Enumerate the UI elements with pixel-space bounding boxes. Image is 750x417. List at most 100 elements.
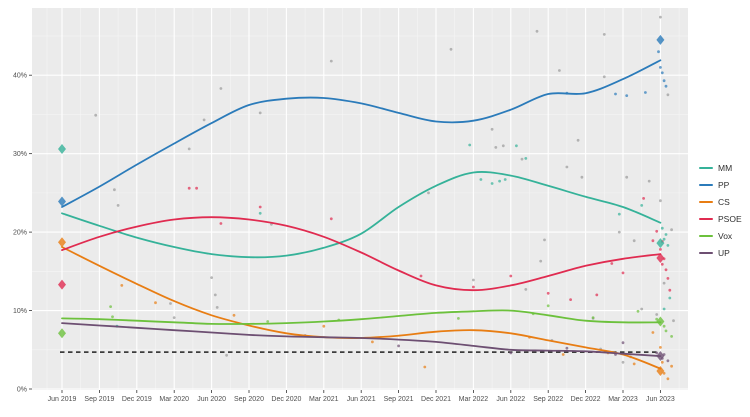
poll-dot-other [427, 191, 430, 195]
x-axis-label: Jun 2022 [496, 396, 525, 403]
poll-dot-MM [660, 226, 664, 230]
poll-dot-PSOE [610, 262, 614, 265]
poll-dot-PSOE [651, 239, 655, 243]
poll-dot-PSOE [419, 274, 423, 278]
legend-label: Vox [718, 230, 733, 241]
legend: MM PP CS PSOE Vox UP [699, 162, 742, 259]
poll-dot-CS [659, 346, 662, 349]
legend-swatch-icon [699, 217, 713, 221]
legend-label: MM [718, 162, 733, 173]
x-axis-label: Mar 2022 [459, 396, 489, 403]
legend-label: PSOE [718, 213, 742, 224]
poll-dot-other [501, 144, 505, 148]
x-axis-label: Mar 2020 [159, 396, 189, 403]
poll-dot-PSOE [660, 262, 664, 266]
poll-dot-CS [651, 331, 655, 334]
poll-dot-other [632, 239, 636, 243]
poll-dot-PP [659, 66, 662, 69]
poll-dot-other [662, 281, 666, 285]
trend-line-PSOE [61, 216, 662, 292]
x-axis-label: Sep 2021 [384, 396, 414, 403]
poll-dot-CS [670, 364, 673, 368]
poll-dot-PSOE [195, 186, 199, 190]
poll-dot-Vox [636, 309, 640, 313]
election-marker-Vox [656, 316, 665, 327]
poll-dot-UP [666, 359, 670, 363]
trend-line-UP [61, 322, 662, 357]
poll-dot-PSOE [642, 197, 645, 200]
poll-dot-other [640, 307, 644, 311]
axis-ticks [29, 74, 661, 393]
poll-dot-other [113, 188, 116, 192]
poll-dot-PSOE [668, 288, 672, 292]
legend-item-psoe: PSOE [699, 213, 742, 225]
poll-dot-PSOE [621, 271, 625, 275]
election-marker-CS [656, 365, 665, 376]
poll-dot-other [535, 29, 539, 33]
poll-dot-PSOE [659, 248, 662, 251]
election-marker-CS [58, 237, 66, 248]
y-axis-label: 30% [13, 151, 27, 158]
poll-dot-MM [664, 233, 668, 236]
poll-dot-UP [621, 341, 625, 345]
poll-dot-PSOE [666, 277, 670, 280]
y-axis-label: 20% [13, 230, 27, 237]
y-axis-label: 40% [13, 73, 27, 80]
y-axis-label: 10% [13, 308, 27, 315]
poll-dot-UP [565, 346, 569, 350]
trend-line-Vox [61, 309, 662, 325]
legend-item-vox: Vox [699, 230, 742, 242]
election-marker-MM [656, 238, 665, 249]
x-axis-label: Sep 2022 [533, 396, 563, 403]
x-axis-label: Jun 2020 [197, 396, 226, 403]
x-axis-label: Dec 2019 [122, 396, 152, 403]
poll-dot-CS [154, 301, 157, 305]
poll-dot-PSOE [187, 186, 191, 190]
poll-dot-Vox [670, 335, 673, 338]
poll-dot-CS [660, 360, 664, 364]
election-marker-Vox [58, 328, 66, 339]
x-axis-label: Jun 2023 [646, 396, 675, 403]
election-marker-MM [58, 143, 66, 154]
legend-item-cs: CS [699, 196, 742, 208]
poll-dot-CS [120, 284, 124, 287]
poll-dot-PP [644, 91, 647, 94]
poll-dot-CS [322, 324, 326, 328]
poll-dot-CS [662, 371, 666, 375]
poll-dot-other [602, 75, 606, 79]
poll-dot-MM [468, 143, 472, 147]
poll-dot-PP [614, 92, 617, 96]
y-axis-label: 0% [17, 387, 27, 394]
poll-dot-Vox [546, 304, 550, 308]
x-axis-label: Mar 2021 [309, 396, 339, 403]
poll-dot-PSOE [472, 285, 475, 289]
poll-dot-other [494, 146, 498, 149]
poll-dot-Vox [591, 316, 595, 319]
poll-dot-other [670, 228, 673, 232]
poll-dot-MM [498, 179, 501, 183]
poll-dot-other [655, 313, 659, 316]
poll-dot-MM [662, 307, 666, 311]
poll-dot-other [449, 47, 453, 51]
poll-dot-CS [423, 365, 427, 369]
legend-swatch-icon [699, 200, 713, 204]
election-marker-UP [656, 351, 665, 362]
poll-dot-other [621, 360, 625, 364]
poll-dot-other [666, 93, 670, 97]
poll-dot-other [524, 288, 528, 291]
x-axis-label: Jun 2019 [48, 396, 77, 403]
poll-dot-PSOE [329, 217, 333, 221]
poll-dot-other [472, 278, 475, 282]
poll-dot-PSOE [655, 229, 659, 233]
poll-dot-UP [397, 344, 400, 348]
poll-dot-PSOE [258, 205, 262, 209]
poll-dot-CS [632, 362, 636, 366]
poll-dot-PSOE [546, 291, 550, 295]
poll-dot-UP [509, 351, 513, 355]
poll-dot-other [580, 175, 584, 179]
poll-dot-MM [662, 237, 666, 241]
election-marker-PP [656, 34, 665, 45]
poll-dot-Vox [266, 320, 270, 323]
plot-panel [32, 8, 688, 390]
